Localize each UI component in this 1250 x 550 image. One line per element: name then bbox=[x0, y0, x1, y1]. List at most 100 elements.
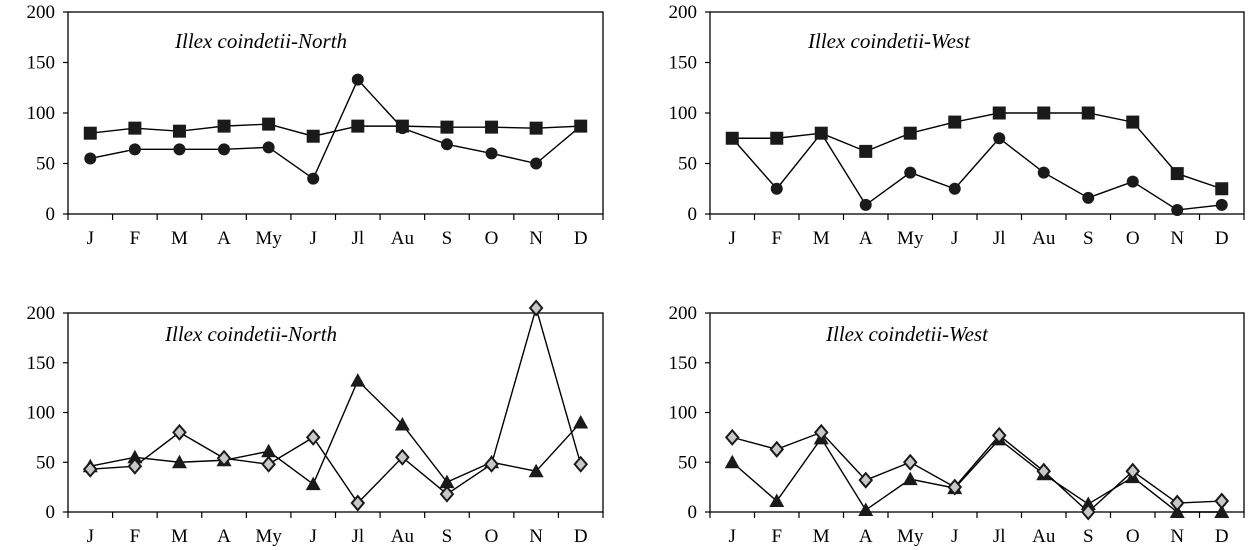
data-point-series-2 bbox=[726, 132, 738, 144]
x-tick-label: F bbox=[130, 228, 141, 249]
data-point-series-2 bbox=[575, 120, 587, 132]
data-point-series-1 bbox=[993, 107, 1006, 120]
data-point-series-1 bbox=[218, 120, 231, 133]
x-tick-label: J bbox=[310, 228, 317, 249]
x-tick-label: M bbox=[813, 228, 830, 249]
x-tick-label: S bbox=[1083, 526, 1094, 547]
series-line-1 bbox=[732, 438, 1222, 512]
data-point-series-1 bbox=[903, 472, 918, 486]
y-tick-label: 150 bbox=[27, 53, 56, 74]
data-point-series-2 bbox=[771, 183, 783, 195]
data-point-series-1 bbox=[1215, 182, 1228, 195]
y-tick-label: 0 bbox=[46, 502, 56, 523]
data-point-series-1 bbox=[1082, 107, 1095, 120]
data-point-series-1 bbox=[261, 444, 276, 458]
data-point-series-2 bbox=[815, 127, 827, 139]
y-tick-label: 200 bbox=[669, 2, 698, 23]
data-point-series-1 bbox=[904, 127, 917, 140]
y-tick-label: 200 bbox=[27, 303, 56, 324]
x-tick-label: My bbox=[897, 228, 924, 249]
data-point-series-2 bbox=[904, 455, 916, 469]
x-tick-label: A bbox=[217, 526, 231, 547]
data-point-series-2 bbox=[1127, 176, 1139, 188]
y-tick-label: 50 bbox=[678, 154, 697, 175]
data-point-series-1 bbox=[440, 121, 453, 134]
data-point-series-1 bbox=[306, 477, 321, 491]
x-tick-label: J bbox=[310, 526, 317, 547]
data-point-series-2 bbox=[860, 199, 872, 211]
x-tick-label: N bbox=[529, 526, 543, 547]
data-point-series-1 bbox=[858, 503, 873, 517]
data-point-series-1 bbox=[485, 121, 498, 134]
x-tick-label: Jl bbox=[351, 228, 364, 249]
data-point-series-2 bbox=[441, 487, 453, 501]
x-tick-label: M bbox=[171, 526, 188, 547]
data-point-series-1 bbox=[530, 122, 543, 135]
x-tick-label: N bbox=[529, 228, 543, 249]
data-point-series-2 bbox=[949, 183, 961, 195]
data-point-series-2 bbox=[575, 457, 587, 471]
y-tick-label: 100 bbox=[669, 403, 698, 424]
data-point-series-2 bbox=[993, 132, 1005, 144]
data-point-series-1 bbox=[1037, 107, 1050, 120]
chart-panel-2: 050100150200J F M A My J Jl Au S O N DIllex coindet… bbox=[669, 2, 1245, 249]
data-point-series-2 bbox=[726, 430, 738, 444]
x-tick-label: F bbox=[130, 526, 141, 547]
series-line-2 bbox=[732, 432, 1222, 512]
y-tick-label: 0 bbox=[688, 502, 698, 523]
data-point-series-2 bbox=[352, 74, 364, 86]
x-tick-label: Jl bbox=[351, 526, 364, 547]
data-point-series-2 bbox=[173, 425, 185, 439]
x-tick-label: Jl bbox=[993, 526, 1006, 547]
chart-title: Illex coindetii-West bbox=[825, 322, 989, 346]
data-point-series-2 bbox=[263, 141, 275, 153]
data-point-series-2 bbox=[84, 462, 96, 476]
x-tick-label: J bbox=[951, 228, 958, 249]
y-tick-label: 50 bbox=[678, 452, 697, 473]
data-point-series-1 bbox=[1126, 116, 1139, 129]
chart-panel-3: 050100150200J F M A My J Jl Au S O N DIllex coindet… bbox=[27, 301, 604, 547]
data-point-series-2 bbox=[1127, 464, 1139, 478]
series-line-1 bbox=[732, 113, 1222, 189]
data-point-series-2 bbox=[486, 147, 498, 159]
x-tick-label: N bbox=[1170, 228, 1184, 249]
x-tick-label: J bbox=[87, 228, 94, 249]
y-tick-label: 100 bbox=[27, 403, 56, 424]
x-tick-label: D bbox=[574, 526, 588, 547]
chart-panel-4: 0 50 100 150 200 J F M A My J Jl Au S O N D Illex coindet… bbox=[669, 303, 1245, 547]
data-point-series-2 bbox=[1216, 199, 1228, 211]
data-point-series-1 bbox=[948, 116, 961, 129]
data-point-series-1 bbox=[350, 373, 365, 387]
series-line-2 bbox=[732, 133, 1222, 210]
x-tick-label: D bbox=[574, 228, 588, 249]
data-point-series-1 bbox=[573, 415, 588, 429]
data-point-series-2 bbox=[530, 158, 542, 170]
x-tick-label: O bbox=[1126, 228, 1140, 249]
x-tick-label: A bbox=[859, 526, 873, 547]
data-point-series-2 bbox=[486, 457, 498, 471]
data-point-series-1 bbox=[1171, 167, 1184, 180]
y-tick-label: 100 bbox=[669, 103, 698, 124]
x-tick-label: F bbox=[771, 526, 782, 547]
data-point-series-2 bbox=[1216, 494, 1228, 508]
x-tick-label: My bbox=[255, 228, 282, 249]
y-tick-label: 100 bbox=[27, 103, 56, 124]
x-tick-label: S bbox=[1083, 228, 1094, 249]
series-line-1 bbox=[90, 381, 580, 484]
y-tick-label: 150 bbox=[669, 353, 698, 374]
data-point-series-2 bbox=[263, 457, 275, 471]
data-point-series-2 bbox=[1082, 192, 1094, 204]
chart-panel-1: 050100150200J F M A My J Jl Au S O N DIllex coindet… bbox=[27, 2, 604, 249]
x-tick-label: F bbox=[771, 228, 782, 249]
data-point-series-2 bbox=[218, 143, 230, 155]
x-tick-label: A bbox=[859, 228, 873, 249]
x-tick-label: Au bbox=[391, 526, 415, 547]
data-point-series-2 bbox=[84, 152, 96, 164]
x-tick-label: O bbox=[1126, 526, 1140, 547]
data-point-series-2 bbox=[1171, 204, 1183, 216]
chart-title: Illex coindetii-North bbox=[174, 29, 347, 53]
x-tick-label: N bbox=[1170, 526, 1184, 547]
x-tick-label: Au bbox=[1032, 228, 1056, 249]
data-point-series-2 bbox=[771, 442, 783, 456]
